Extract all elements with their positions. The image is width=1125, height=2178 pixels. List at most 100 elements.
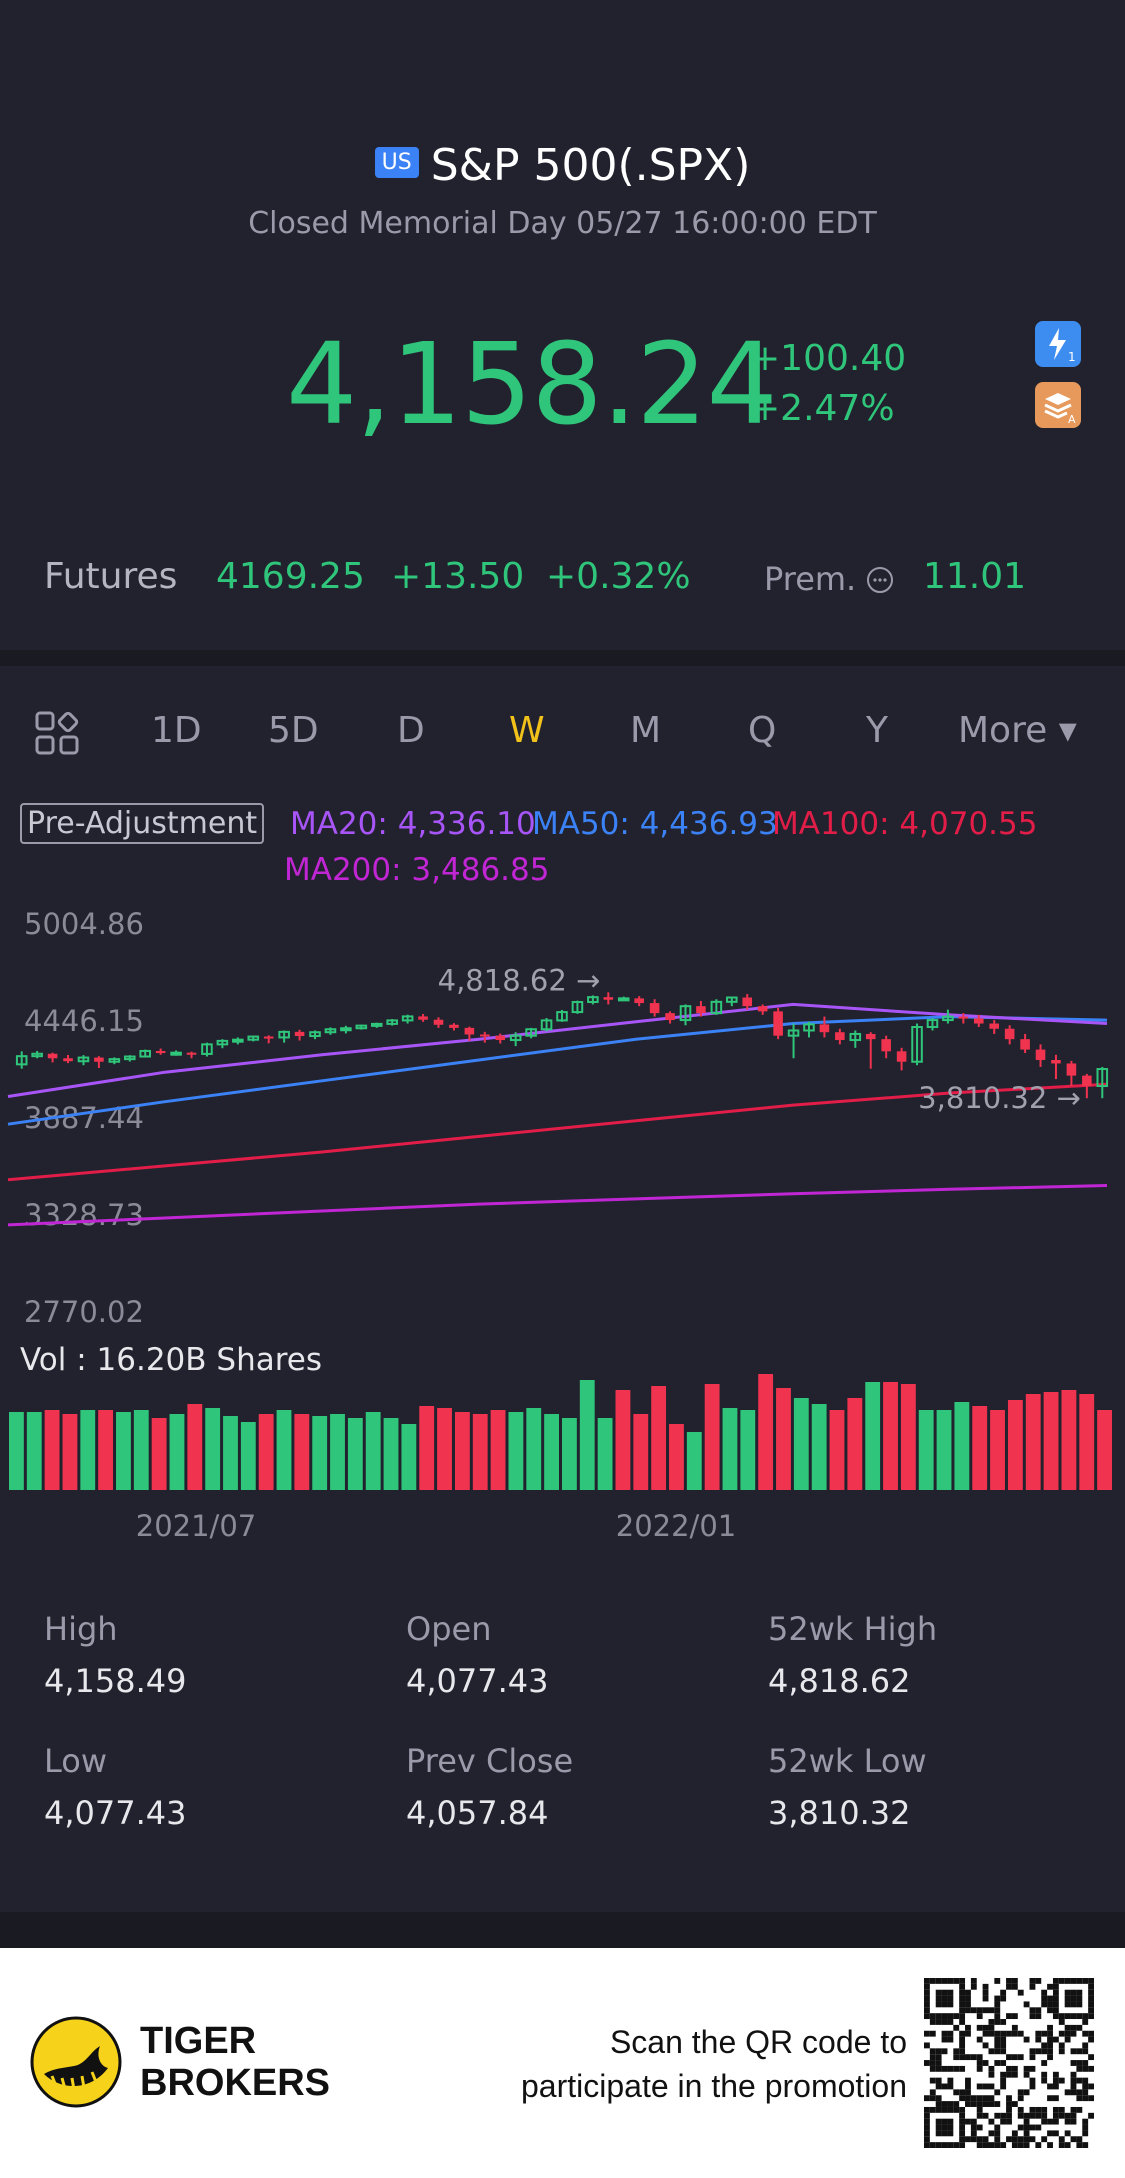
volume-bar <box>205 1408 221 1490</box>
stat-value-52wk-high: 4,818.62 <box>768 1662 911 1700</box>
brand-line-2: BROKERS <box>140 2062 331 2104</box>
volume-bar <box>954 1402 970 1490</box>
premium-label-text: Prem. <box>764 560 857 598</box>
candle-body <box>278 1030 290 1039</box>
candle-body <box>556 1011 568 1022</box>
tab-5d[interactable]: 5D <box>268 710 319 751</box>
candle-body <box>480 1034 490 1037</box>
volume-bar <box>990 1410 1005 1490</box>
stat-label-prev-close: Prev Close <box>406 1742 574 1780</box>
volume-bar <box>1097 1410 1112 1490</box>
candle-body <box>294 1031 305 1037</box>
ma200-value: MA200: 3,486.85 <box>284 852 550 888</box>
volume-bar <box>9 1412 24 1490</box>
promo-text: Scan the QR code to participate in the p… <box>521 2020 907 2108</box>
candle-body <box>1020 1039 1030 1050</box>
stat-label-low: Low <box>44 1742 108 1780</box>
volume-bar <box>811 1404 827 1490</box>
candle-body <box>418 1016 428 1020</box>
volume-bar <box>169 1414 185 1490</box>
volume-bar <box>776 1388 791 1490</box>
candle-body <box>757 1006 768 1012</box>
flash-icon[interactable]: 1 <box>1035 321 1081 367</box>
candle-body <box>773 1011 783 1036</box>
volume-bar <box>597 1418 613 1490</box>
volume-bar <box>419 1406 435 1490</box>
volume-bar <box>972 1406 988 1490</box>
volume-bar <box>669 1424 684 1490</box>
candle-body <box>31 1052 43 1058</box>
volume-bar <box>98 1410 114 1490</box>
qr-code-icon[interactable] <box>924 1978 1094 2148</box>
stock-title: US S&P 500(.SPX) <box>0 140 1125 191</box>
candle-body <box>926 1019 939 1029</box>
premium-label[interactable]: Prem. <box>764 560 894 598</box>
candle-body <box>355 1024 368 1030</box>
candle-body <box>1082 1075 1092 1087</box>
stat-value-52wk-low: 3,810.32 <box>768 1794 911 1832</box>
volume-bar <box>615 1390 631 1490</box>
volume-bar <box>26 1412 42 1490</box>
promo-line-1: Scan the QR code to <box>609 2024 907 2060</box>
candle-body <box>865 1033 876 1040</box>
volume-bar <box>1079 1394 1095 1490</box>
volume-bar <box>936 1410 952 1490</box>
x-tick-label: 2021/07 <box>136 1509 256 1543</box>
info-icon <box>867 567 894 593</box>
stat-value-high: 4,158.49 <box>44 1662 187 1700</box>
candle-body <box>139 1049 151 1058</box>
layers-icon[interactable]: A <box>1035 382 1081 428</box>
volume-bar <box>865 1382 881 1490</box>
candle-body <box>942 1015 954 1022</box>
candle-body <box>1035 1049 1046 1060</box>
candle-body <box>1066 1063 1077 1076</box>
ma100-line <box>7 1082 1108 1182</box>
candle-body <box>958 1016 969 1019</box>
market-badge: US <box>374 146 419 178</box>
tab-m[interactable]: M <box>630 710 662 751</box>
section-divider <box>0 650 1125 666</box>
candle-body <box>94 1057 104 1062</box>
tab-w[interactable]: W <box>509 710 545 751</box>
volume-bar <box>793 1398 809 1490</box>
candle-body <box>309 1031 321 1038</box>
ma50-line <box>7 1015 1108 1126</box>
stat-label-open: Open <box>406 1610 492 1648</box>
y-tick-label: 4446.15 <box>24 1004 144 1038</box>
candle-body <box>232 1038 244 1043</box>
volume-bar <box>651 1386 667 1490</box>
candlestick-chart[interactable]: 5004.864446.153887.443328.732770.024,818… <box>0 890 1125 1570</box>
volume-bar <box>240 1422 256 1490</box>
candle-body <box>974 1018 984 1024</box>
volume-bar <box>151 1418 167 1490</box>
candle-body <box>247 1035 260 1041</box>
volume-bar <box>116 1412 131 1490</box>
grid-icon[interactable] <box>34 710 80 756</box>
tab-d[interactable]: D <box>397 710 425 751</box>
candle-body <box>571 1001 584 1014</box>
candle-body <box>186 1052 197 1055</box>
candle-body <box>911 1026 923 1063</box>
candle-body <box>108 1058 121 1063</box>
tab-1d[interactable]: 1D <box>151 710 202 751</box>
price-change: +100.40 <box>750 338 907 379</box>
volume-bar <box>758 1374 774 1490</box>
candle-body <box>464 1027 475 1035</box>
tab-y[interactable]: Y <box>866 710 888 751</box>
volume-bar <box>686 1432 702 1490</box>
tab-q[interactable]: Q <box>748 710 777 751</box>
volume-bar <box>258 1414 274 1490</box>
x-tick-label: 2022/01 <box>616 1509 736 1543</box>
pre-adjustment-toggle[interactable]: Pre-Adjustment <box>20 803 265 844</box>
low-annotation: 3,810.32 → <box>918 1081 1081 1115</box>
stat-label-52wk-high: 52wk High <box>768 1610 938 1648</box>
volume-bar <box>847 1398 863 1490</box>
ma20-value: MA20: 4,336.10 <box>290 806 536 842</box>
more-dropdown[interactable]: More ▾ <box>958 710 1077 751</box>
ma50-value: MA50: 4,436.93 <box>532 806 778 842</box>
candle-body <box>1096 1068 1109 1088</box>
candle-body <box>401 1015 414 1022</box>
volume-bar <box>740 1410 756 1490</box>
candle-body <box>15 1055 28 1066</box>
volume-bar <box>1043 1392 1059 1490</box>
